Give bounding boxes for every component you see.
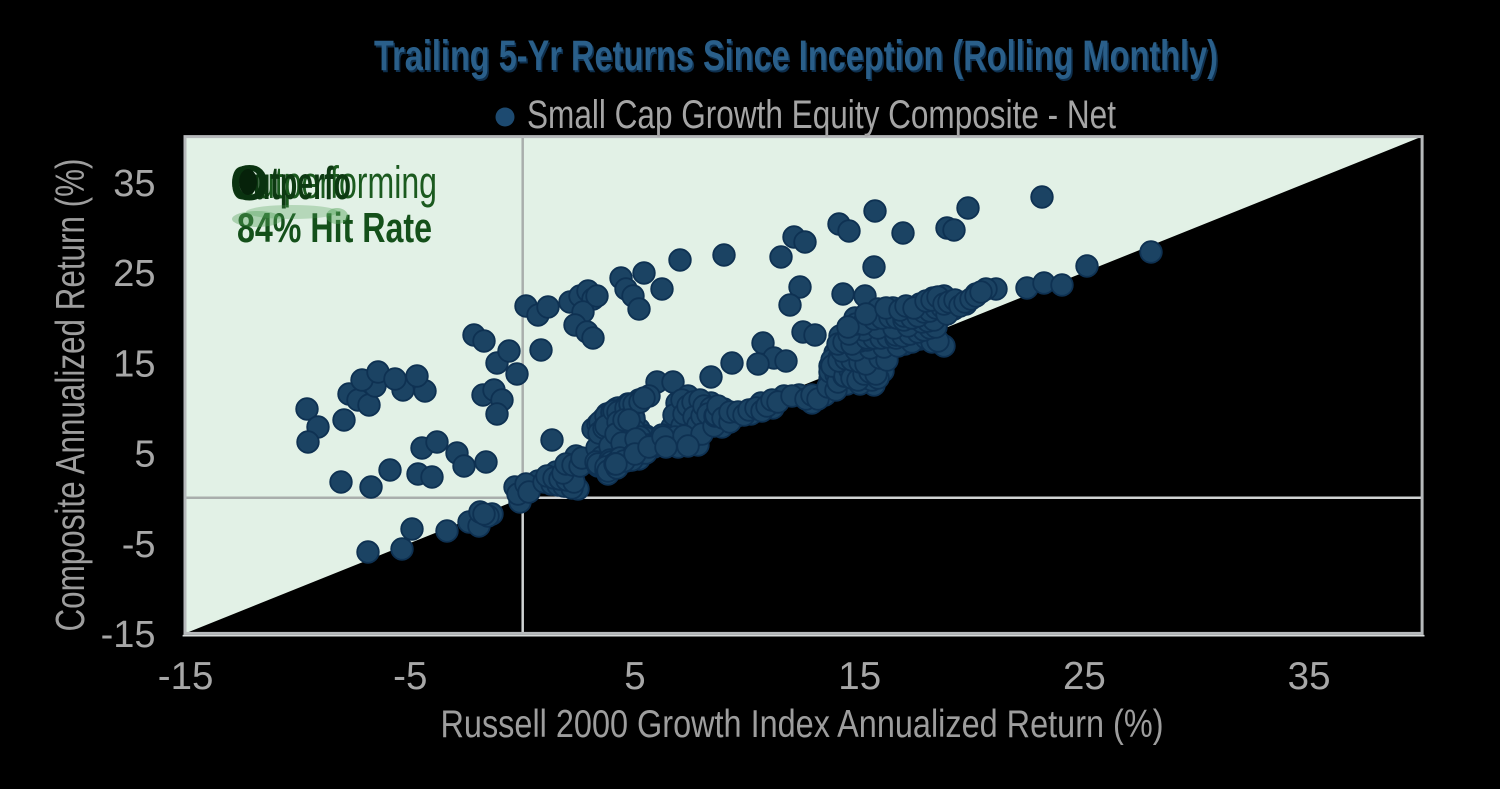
svg-text:15: 15	[838, 655, 881, 698]
svg-text:Composite Annualized Return (%: Composite Annualized Return (%)	[47, 159, 93, 632]
svg-text:-5: -5	[393, 655, 427, 698]
svg-text:25: 25	[1063, 655, 1106, 698]
svg-text:Outperforming: Outperforming	[232, 157, 437, 208]
svg-text:15: 15	[113, 343, 155, 385]
svg-text:Trailing 5-Yr Returns Since In: Trailing 5-Yr Returns Since Inception (R…	[374, 32, 1218, 80]
svg-text:35: 35	[113, 163, 155, 205]
svg-text:-5: -5	[122, 524, 156, 566]
svg-text:35: 35	[1288, 655, 1331, 698]
svg-text:5: 5	[624, 655, 645, 698]
svg-text:Russell 2000 Growth Index Annu: Russell 2000 Growth Index Annualized Ret…	[441, 703, 1164, 746]
svg-text:-15: -15	[158, 655, 214, 698]
svg-text:84% Hit Rate: 84% Hit Rate	[237, 204, 432, 251]
svg-text:-15: -15	[101, 614, 156, 656]
svg-text:25: 25	[113, 253, 155, 295]
svg-text:Trailing 5-Yr Returns Since In: Trailing 5-Yr Returns Since Inception (R…	[376, 34, 1220, 82]
svg-text:5: 5	[134, 434, 155, 476]
svg-text:Small Cap Growth Equity Compos: Small Cap Growth Equity Composite - Net	[527, 93, 1116, 137]
